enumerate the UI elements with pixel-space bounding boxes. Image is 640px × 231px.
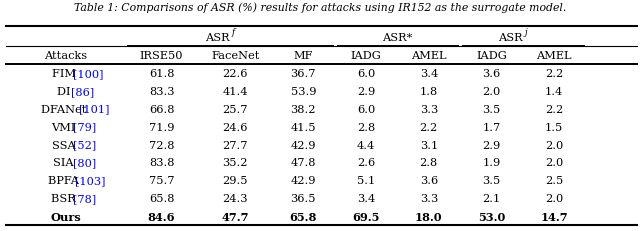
Text: 1.7: 1.7 <box>483 122 500 132</box>
Text: IADG: IADG <box>351 51 381 61</box>
Text: 42.9: 42.9 <box>291 176 316 185</box>
Text: 69.5: 69.5 <box>353 211 380 222</box>
Text: 53.9: 53.9 <box>291 86 316 96</box>
Text: 3.6: 3.6 <box>483 69 500 79</box>
Text: Attacks: Attacks <box>44 51 87 61</box>
Text: IADG: IADG <box>476 51 507 61</box>
Text: [101]: [101] <box>79 104 109 114</box>
Text: FIM: FIM <box>52 69 79 79</box>
Text: 84.6: 84.6 <box>148 211 175 222</box>
Text: 2.9: 2.9 <box>483 140 500 150</box>
Text: [80]: [80] <box>73 158 97 168</box>
Text: AMEL: AMEL <box>536 51 572 61</box>
Text: [79]: [79] <box>73 122 97 132</box>
Text: 83.8: 83.8 <box>149 158 174 168</box>
Text: MF: MF <box>294 51 313 61</box>
Text: 1.4: 1.4 <box>545 86 563 96</box>
Text: 3.4: 3.4 <box>357 194 375 204</box>
Text: SSA: SSA <box>52 140 79 150</box>
Text: ASR*: ASR* <box>382 33 413 43</box>
Text: [103]: [103] <box>76 176 106 185</box>
Text: Ours: Ours <box>50 211 81 222</box>
Text: 72.8: 72.8 <box>149 140 174 150</box>
Text: [52]: [52] <box>73 140 97 150</box>
Text: f: f <box>231 28 234 37</box>
Text: 38.2: 38.2 <box>291 104 316 114</box>
Text: BSR: BSR <box>51 194 80 204</box>
Text: 41.5: 41.5 <box>291 122 316 132</box>
Text: DFANet: DFANet <box>41 104 90 114</box>
Text: 3.3: 3.3 <box>420 104 438 114</box>
Text: 2.5: 2.5 <box>545 176 563 185</box>
Text: 22.6: 22.6 <box>223 69 248 79</box>
Text: 18.0: 18.0 <box>415 211 443 222</box>
Text: SIA: SIA <box>54 158 77 168</box>
Text: 27.7: 27.7 <box>223 140 248 150</box>
Text: [100]: [100] <box>73 69 104 79</box>
Text: 2.2: 2.2 <box>545 104 563 114</box>
Text: VMI: VMI <box>52 122 79 132</box>
Text: 47.8: 47.8 <box>291 158 316 168</box>
Text: 2.1: 2.1 <box>483 194 500 204</box>
Text: 47.7: 47.7 <box>221 211 249 222</box>
Text: 2.6: 2.6 <box>357 158 375 168</box>
Text: 35.2: 35.2 <box>223 158 248 168</box>
Text: 2.0: 2.0 <box>545 140 563 150</box>
Text: 25.7: 25.7 <box>223 104 248 114</box>
Text: 24.6: 24.6 <box>223 122 248 132</box>
Text: 2.8: 2.8 <box>420 158 438 168</box>
Text: 71.9: 71.9 <box>149 122 174 132</box>
Text: 65.8: 65.8 <box>149 194 174 204</box>
Text: 42.9: 42.9 <box>291 140 316 150</box>
Text: 2.2: 2.2 <box>420 122 438 132</box>
Text: 14.7: 14.7 <box>540 211 568 222</box>
Text: DI: DI <box>57 86 74 96</box>
Text: 2.0: 2.0 <box>545 194 563 204</box>
Text: Table 1: Comparisons of ASR (%) results for attacks using IR152 as the surrogate: Table 1: Comparisons of ASR (%) results … <box>74 3 566 13</box>
Text: 1.5: 1.5 <box>545 122 563 132</box>
Text: 3.4: 3.4 <box>420 69 438 79</box>
Text: 2.9: 2.9 <box>357 86 375 96</box>
Text: 5.1: 5.1 <box>357 176 375 185</box>
Text: 2.2: 2.2 <box>545 69 563 79</box>
Text: 3.6: 3.6 <box>420 176 438 185</box>
Text: AMEL: AMEL <box>411 51 447 61</box>
Text: [86]: [86] <box>71 86 95 96</box>
Text: 36.7: 36.7 <box>291 69 316 79</box>
Text: j: j <box>524 28 527 37</box>
Text: 4.4: 4.4 <box>357 140 375 150</box>
Text: 3.5: 3.5 <box>483 104 500 114</box>
Text: 75.7: 75.7 <box>149 176 174 185</box>
Text: 2.0: 2.0 <box>545 158 563 168</box>
Text: 41.4: 41.4 <box>223 86 248 96</box>
Text: 2.0: 2.0 <box>483 86 500 96</box>
Text: 61.8: 61.8 <box>149 69 174 79</box>
Text: ASR: ASR <box>499 33 523 43</box>
Text: 3.5: 3.5 <box>483 176 500 185</box>
Text: 6.0: 6.0 <box>357 69 375 79</box>
Text: BPFA: BPFA <box>48 176 83 185</box>
Text: 29.5: 29.5 <box>223 176 248 185</box>
Text: IRSE50: IRSE50 <box>140 51 183 61</box>
Text: 1.9: 1.9 <box>483 158 500 168</box>
Text: 3.1: 3.1 <box>420 140 438 150</box>
Text: 6.0: 6.0 <box>357 104 375 114</box>
Text: 53.0: 53.0 <box>478 211 505 222</box>
Text: 66.8: 66.8 <box>149 104 174 114</box>
Text: 24.3: 24.3 <box>223 194 248 204</box>
Text: FaceNet: FaceNet <box>211 51 259 61</box>
Text: 1.8: 1.8 <box>420 86 438 96</box>
Text: 3.3: 3.3 <box>420 194 438 204</box>
Text: 36.5: 36.5 <box>291 194 316 204</box>
Text: 65.8: 65.8 <box>290 211 317 222</box>
Text: [78]: [78] <box>73 194 97 204</box>
Text: ASR: ASR <box>205 33 230 43</box>
Text: 2.8: 2.8 <box>357 122 375 132</box>
Text: 83.3: 83.3 <box>149 86 174 96</box>
